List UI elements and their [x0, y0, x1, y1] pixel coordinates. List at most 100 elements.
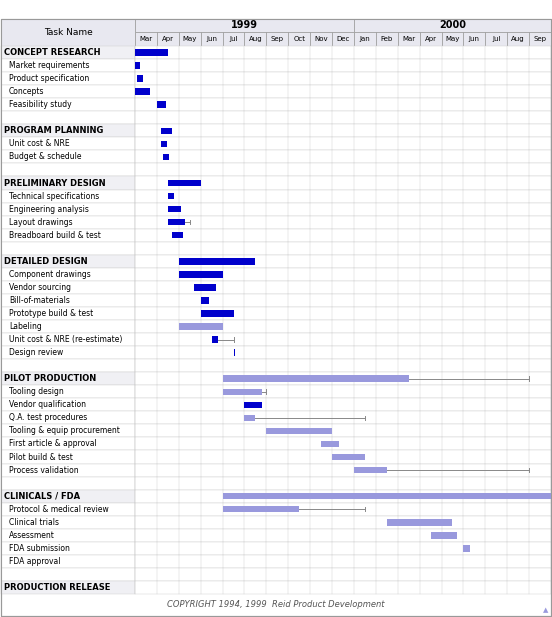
Bar: [179, 271, 222, 278]
Bar: [135, 85, 551, 98]
Bar: [1, 164, 135, 176]
Bar: [1, 320, 135, 333]
Bar: [1, 385, 135, 399]
Text: 1999: 1999: [231, 20, 258, 30]
Bar: [1, 476, 135, 490]
Text: 2000: 2000: [439, 20, 466, 30]
Bar: [332, 32, 354, 46]
Bar: [135, 138, 551, 151]
Bar: [135, 581, 551, 594]
Text: Aug: Aug: [511, 36, 525, 42]
Bar: [135, 19, 354, 32]
Bar: [135, 72, 551, 85]
Bar: [464, 32, 485, 46]
Text: Breadboard build & test: Breadboard build & test: [9, 231, 101, 239]
Text: Technical specifications: Technical specifications: [9, 191, 99, 201]
Bar: [168, 206, 181, 212]
Bar: [233, 349, 235, 356]
Bar: [1, 516, 135, 529]
Bar: [179, 258, 256, 265]
Bar: [1, 151, 135, 164]
Bar: [135, 333, 551, 346]
Bar: [222, 376, 408, 382]
Bar: [201, 297, 209, 304]
Bar: [1, 138, 135, 151]
Bar: [245, 32, 267, 46]
Bar: [1, 399, 135, 412]
Bar: [1, 372, 135, 385]
Bar: [135, 346, 551, 359]
Bar: [376, 32, 398, 46]
Bar: [135, 202, 551, 215]
Text: Jul: Jul: [492, 36, 501, 42]
Text: Budget & schedule: Budget & schedule: [9, 152, 82, 162]
Bar: [431, 532, 457, 539]
Text: Concepts: Concepts: [9, 87, 45, 96]
Bar: [157, 101, 166, 108]
Bar: [321, 441, 338, 447]
Text: CONCEPT RESEARCH: CONCEPT RESEARCH: [4, 48, 100, 57]
Bar: [1, 294, 135, 307]
Bar: [135, 463, 551, 476]
Bar: [267, 428, 332, 434]
Text: Tooling & equip procurement: Tooling & equip procurement: [9, 426, 120, 436]
Bar: [179, 32, 201, 46]
Text: Apr: Apr: [424, 36, 437, 42]
Bar: [1, 542, 135, 555]
Text: Prototype build & test: Prototype build & test: [9, 309, 93, 318]
Bar: [222, 32, 245, 46]
Bar: [135, 555, 551, 568]
Text: Task Name: Task Name: [44, 28, 92, 37]
Bar: [1, 359, 135, 372]
Bar: [1, 176, 135, 189]
Bar: [135, 529, 551, 542]
Bar: [135, 124, 551, 138]
Text: Unit cost & NRE (re-estimate): Unit cost & NRE (re-estimate): [9, 335, 123, 344]
Text: Bill-of-materials: Bill-of-materials: [9, 296, 70, 305]
Text: Tooling design: Tooling design: [9, 387, 63, 396]
Text: Mar: Mar: [140, 36, 152, 42]
Bar: [135, 151, 551, 164]
Text: Vendor sourcing: Vendor sourcing: [9, 283, 71, 292]
Bar: [135, 476, 551, 490]
Text: CLINICALS / FDA: CLINICALS / FDA: [4, 492, 80, 500]
Bar: [135, 229, 551, 242]
Bar: [1, 98, 135, 111]
Bar: [135, 294, 551, 307]
Text: DETAILED DESIGN: DETAILED DESIGN: [4, 257, 88, 266]
Bar: [507, 32, 529, 46]
Bar: [201, 310, 233, 317]
Bar: [135, 503, 551, 516]
Text: Apr: Apr: [162, 36, 174, 42]
Text: Layout drawings: Layout drawings: [9, 218, 73, 226]
Bar: [1, 437, 135, 450]
Bar: [168, 180, 201, 186]
Bar: [161, 128, 172, 134]
Bar: [135, 242, 551, 255]
Bar: [135, 164, 551, 176]
Text: PILOT PRODUCTION: PILOT PRODUCTION: [4, 375, 96, 383]
Bar: [135, 399, 551, 412]
Text: Assessment: Assessment: [9, 531, 55, 540]
Bar: [135, 255, 551, 268]
Text: May: May: [183, 36, 197, 42]
Bar: [135, 450, 551, 463]
Bar: [135, 49, 168, 56]
Text: Clinical trials: Clinical trials: [9, 518, 59, 527]
Bar: [1, 19, 135, 46]
Bar: [485, 32, 507, 46]
Bar: [1, 333, 135, 346]
Bar: [222, 506, 299, 513]
Bar: [222, 389, 262, 395]
Text: PRODUCTION RELEASE: PRODUCTION RELEASE: [4, 583, 110, 592]
Bar: [1, 450, 135, 463]
Bar: [135, 268, 551, 281]
Text: Dec: Dec: [336, 36, 349, 42]
Bar: [1, 529, 135, 542]
Bar: [201, 32, 222, 46]
Bar: [135, 385, 551, 399]
Bar: [222, 493, 551, 499]
Bar: [1, 242, 135, 255]
Bar: [135, 189, 551, 202]
Bar: [245, 415, 256, 421]
